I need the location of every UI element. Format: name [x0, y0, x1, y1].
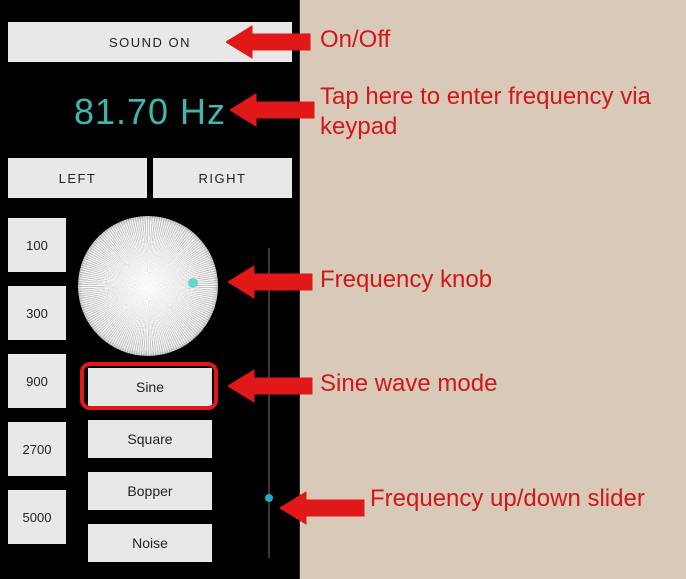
anno-onoff: On/Off: [320, 26, 390, 54]
slider-thumb[interactable]: [265, 494, 273, 502]
frequency-slider[interactable]: [268, 248, 270, 558]
tone-generator-app: SOUND ON 81.70 Hz LEFT RIGHT 100 300 900…: [0, 0, 300, 579]
right-channel-button[interactable]: RIGHT: [153, 158, 292, 198]
preset-column: 100 300 900 2700 5000: [8, 218, 66, 544]
anno-sine: Sine wave mode: [320, 370, 497, 398]
channel-row: LEFT RIGHT: [8, 158, 292, 198]
anno-freq-tap: Tap here to enter frequency via keypad: [320, 82, 670, 142]
preset-100-button[interactable]: 100: [8, 218, 66, 272]
anno-slider: Frequency up/down slider: [370, 484, 660, 514]
waveform-square-button[interactable]: Square: [88, 420, 212, 458]
sound-toggle-button[interactable]: SOUND ON: [8, 22, 292, 62]
frequency-knob[interactable]: [78, 216, 218, 356]
anno-knob: Frequency knob: [320, 266, 492, 294]
left-channel-button[interactable]: LEFT: [8, 158, 147, 198]
waveform-sine-button[interactable]: Sine: [88, 368, 212, 406]
frequency-display[interactable]: 81.70 Hz: [0, 82, 300, 142]
waveform-column: Sine Square Bopper Noise: [88, 368, 212, 562]
preset-2700-button[interactable]: 2700: [8, 422, 66, 476]
preset-300-button[interactable]: 300: [8, 286, 66, 340]
knob-indicator-dot: [188, 278, 198, 288]
waveform-noise-button[interactable]: Noise: [88, 524, 212, 562]
preset-900-button[interactable]: 900: [8, 354, 66, 408]
waveform-bopper-button[interactable]: Bopper: [88, 472, 212, 510]
preset-5000-button[interactable]: 5000: [8, 490, 66, 544]
